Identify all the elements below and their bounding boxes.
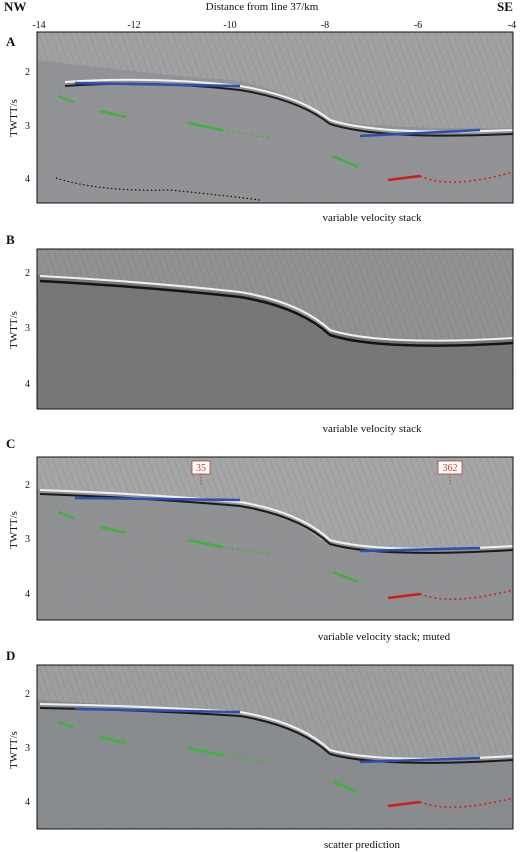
panel-c: C TWTT/s 2 3 4 35 362 variable velocity … bbox=[6, 436, 514, 643]
panel-a: A TWTT/s 2 3 4 variable velocity stack bbox=[6, 31, 514, 224]
blue-pick bbox=[359, 546, 481, 553]
panel-letter: C bbox=[6, 436, 15, 451]
red-pick bbox=[387, 174, 421, 182]
y-tick-label: 3 bbox=[25, 323, 30, 334]
distance-tick-label: -8 bbox=[321, 20, 329, 31]
reflection-region bbox=[37, 60, 513, 203]
reflection-region bbox=[37, 490, 513, 620]
distance-axis-title: Distance from line 37/km bbox=[206, 1, 319, 13]
panel-b: B TWTT/s 2 3 4 variable velocity stack bbox=[6, 232, 514, 435]
y-tick-label: 3 bbox=[25, 743, 30, 754]
panel-frame bbox=[36, 664, 514, 830]
marker-label: 362 bbox=[443, 463, 458, 474]
panel-frame bbox=[36, 248, 514, 410]
y-tick-label: 4 bbox=[25, 174, 30, 185]
distance-tick-label: -12 bbox=[127, 20, 140, 31]
green-pick bbox=[57, 510, 223, 549]
blue-pick bbox=[74, 81, 241, 88]
panel-caption: variable velocity stack bbox=[323, 423, 422, 435]
panel-letter: A bbox=[6, 34, 16, 49]
reflection-region bbox=[37, 700, 513, 829]
seafloor-reflection bbox=[39, 279, 514, 347]
red-pick bbox=[387, 592, 421, 600]
panel-d: D TWTT/s 2 3 4 scatter prediction bbox=[6, 648, 514, 851]
seafloor-reflection bbox=[39, 489, 514, 550]
y-axis-label: TWTT/s bbox=[8, 731, 20, 769]
black-dotted-horizon bbox=[55, 177, 261, 201]
panel-letter: B bbox=[6, 232, 15, 247]
distance-tick-label: -14 bbox=[32, 20, 45, 31]
green-pick bbox=[332, 154, 359, 169]
y-axis-label: TWTT/s bbox=[8, 99, 20, 137]
green-pick-dotted bbox=[221, 546, 271, 555]
red-pick-dotted bbox=[419, 589, 514, 600]
marker-362: 362 bbox=[437, 460, 463, 486]
blue-pick bbox=[74, 707, 241, 714]
green-pick bbox=[57, 94, 223, 132]
panel-letter: D bbox=[6, 648, 15, 663]
marker-35: 35 bbox=[191, 460, 211, 486]
panel-frame bbox=[36, 31, 514, 204]
y-tick-label: 4 bbox=[25, 589, 30, 600]
panel-caption: variable velocity stack; muted bbox=[318, 631, 451, 643]
red-pick-dotted bbox=[419, 171, 514, 183]
green-pick-dotted bbox=[221, 129, 271, 139]
y-tick-label: 2 bbox=[25, 480, 30, 491]
seafloor-reflection bbox=[39, 275, 514, 342]
y-tick-label: 2 bbox=[25, 689, 30, 700]
distance-tick-labels: -14 -12 -10 -8 -6 -4 bbox=[32, 20, 516, 31]
blue-pick bbox=[359, 128, 481, 138]
marker-label: 35 bbox=[196, 463, 206, 474]
blue-pick bbox=[359, 756, 481, 764]
reflection-region bbox=[37, 275, 513, 409]
green-pick-dotted bbox=[221, 754, 271, 763]
panel-caption: scatter prediction bbox=[324, 839, 401, 851]
green-pick bbox=[57, 720, 223, 757]
se-label: SE bbox=[497, 0, 513, 14]
y-axis-label: TWTT/s bbox=[8, 511, 20, 549]
y-tick-label: 2 bbox=[25, 268, 30, 279]
panel-frame bbox=[36, 456, 514, 621]
seafloor-reflection bbox=[39, 703, 514, 760]
y-tick-label: 3 bbox=[25, 121, 30, 132]
distance-tick-label: -10 bbox=[223, 20, 236, 31]
panel-caption: variable velocity stack bbox=[323, 212, 422, 224]
seafloor-reflection bbox=[64, 78, 514, 133]
green-pick bbox=[332, 570, 359, 584]
y-tick-label: 3 bbox=[25, 534, 30, 545]
red-pick bbox=[387, 800, 421, 808]
y-tick-label: 2 bbox=[25, 67, 30, 78]
distance-tick-label: -6 bbox=[414, 20, 422, 31]
y-axis-label: TWTT/s bbox=[8, 311, 20, 349]
nw-label: NW bbox=[4, 0, 26, 14]
green-pick bbox=[332, 780, 359, 794]
distance-tick-label: -4 bbox=[508, 20, 516, 31]
blue-pick bbox=[74, 496, 241, 502]
y-tick-label: 4 bbox=[25, 797, 30, 808]
red-pick-dotted bbox=[419, 797, 514, 808]
y-tick-label: 4 bbox=[25, 379, 30, 390]
